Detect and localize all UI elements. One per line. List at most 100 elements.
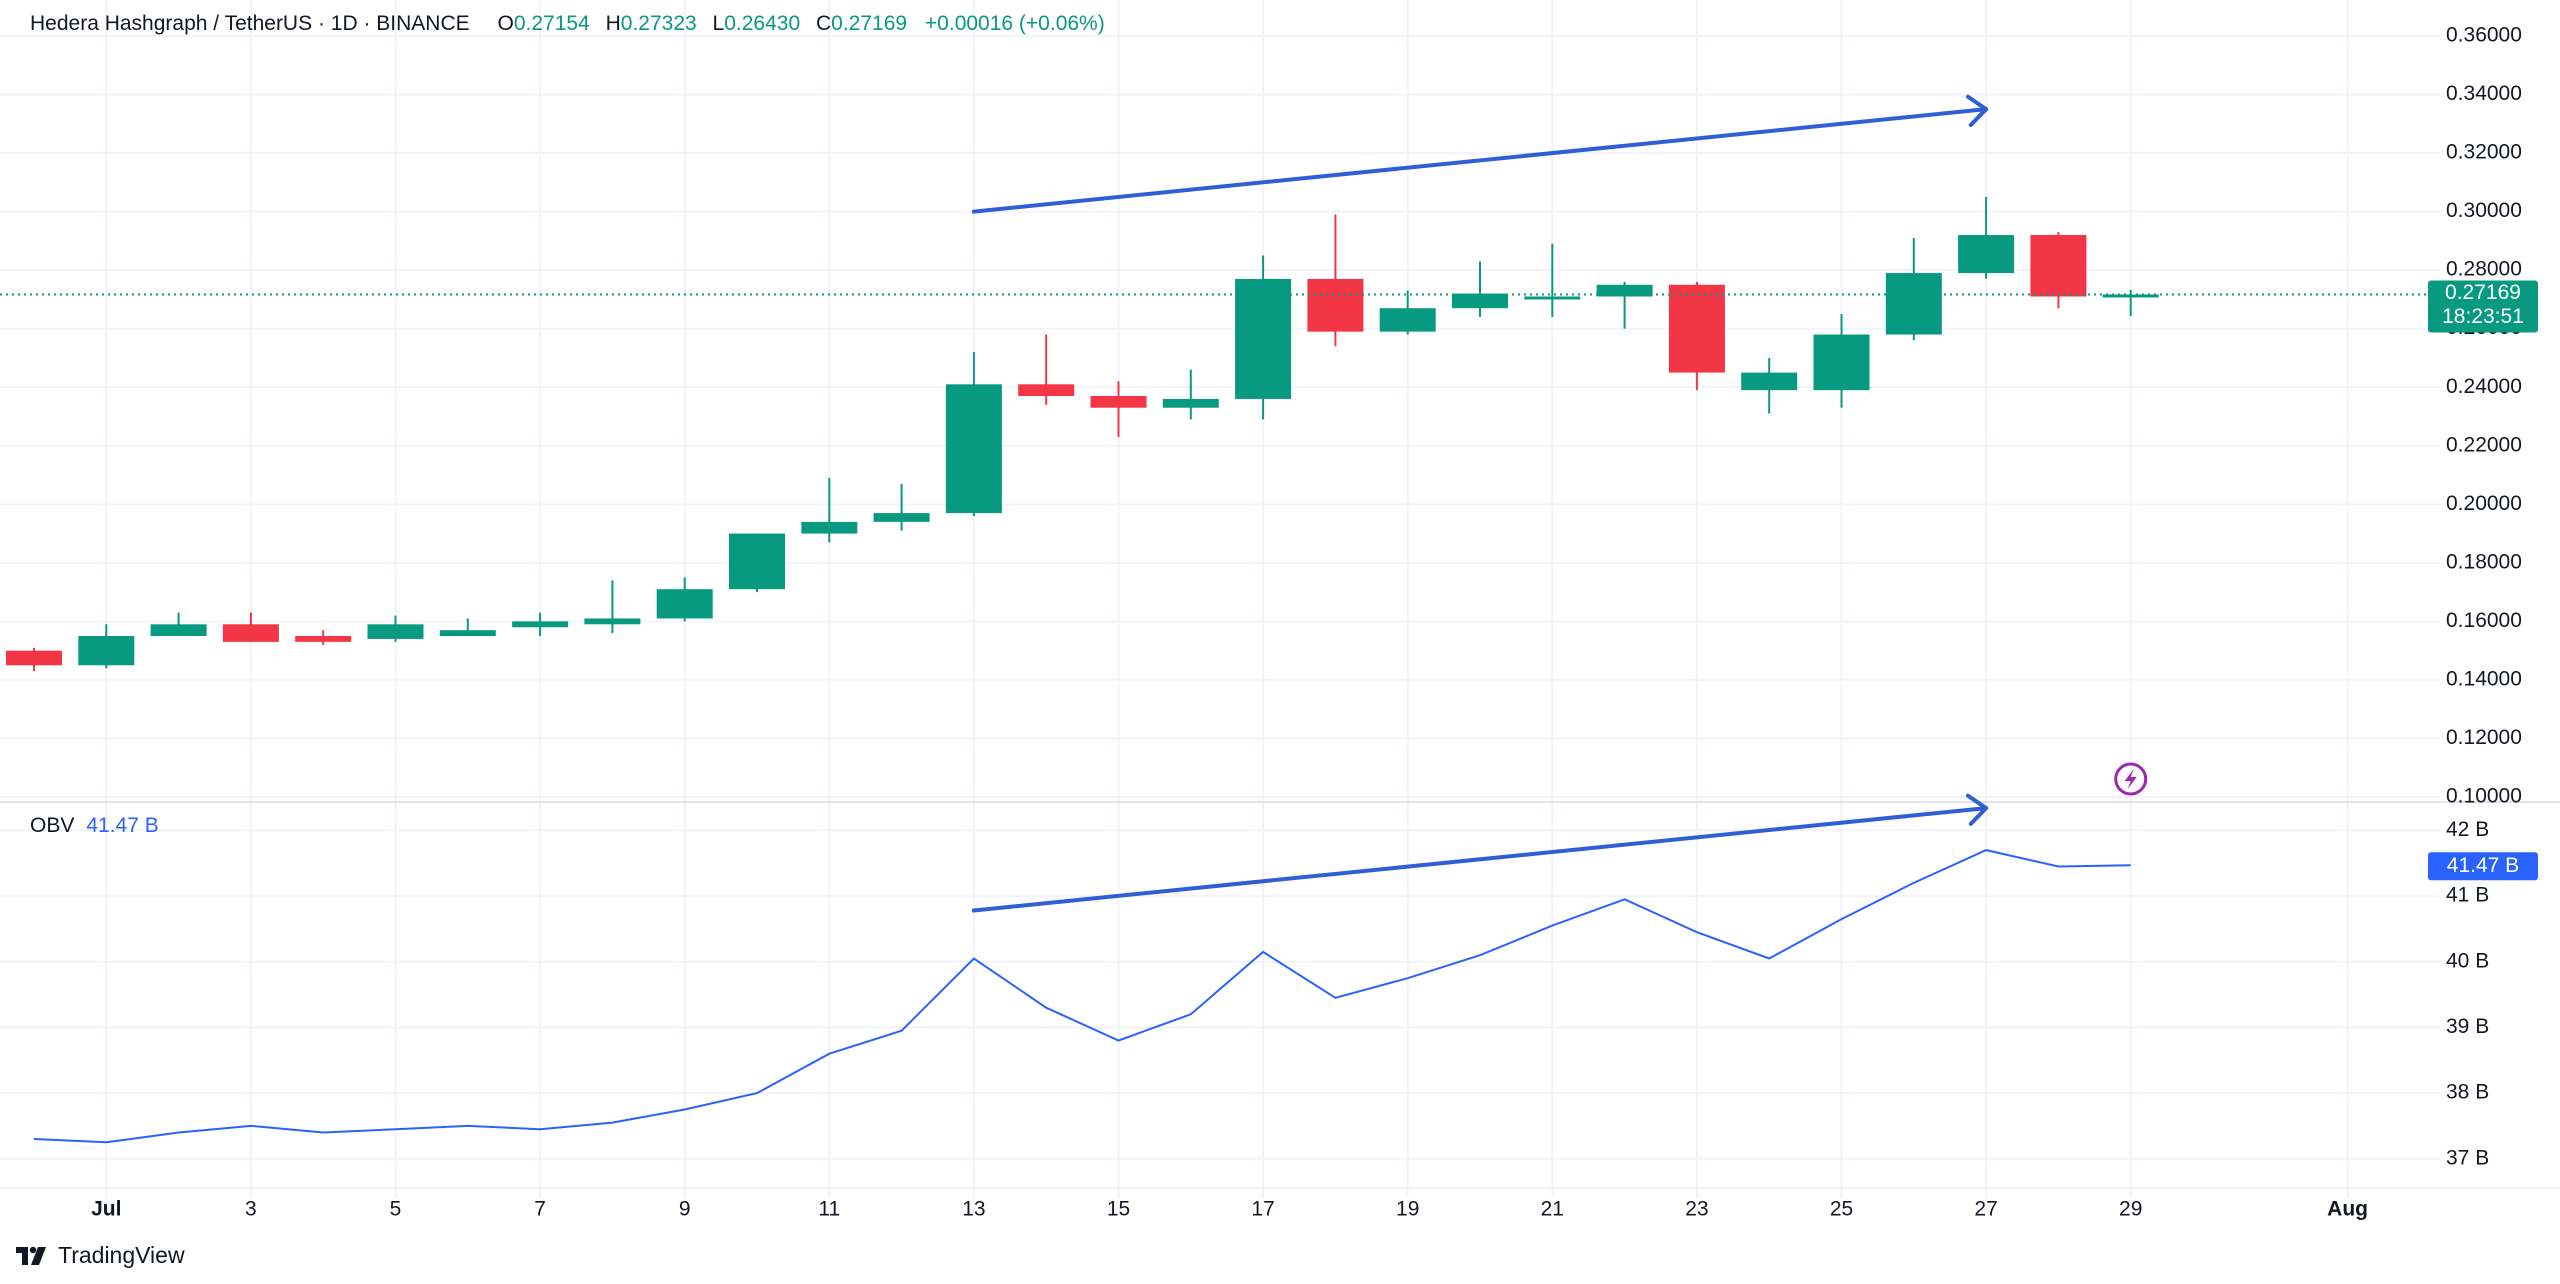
lightning-bolt-icon-glyph [2124, 769, 2137, 789]
obv-label[interactable]: OBV [30, 814, 75, 837]
price-axis-tick: 0.20000 [2446, 492, 2522, 515]
price-axis-tick: 0.10000 [2446, 785, 2522, 808]
candle-body [1379, 308, 1436, 332]
tradingview-brand[interactable]: TradingView [16, 1242, 185, 1269]
candle-body [1235, 278, 1292, 399]
last-price-badge [2428, 280, 2538, 333]
time-axis-tick: 3 [245, 1198, 257, 1221]
candle-body [1958, 235, 2015, 274]
obv-axis-tick: 40 B [2446, 949, 2489, 972]
candle-body [295, 636, 352, 642]
lightning-bolt-icon[interactable] [2114, 762, 2148, 796]
time-axis-tick: 17 [1251, 1198, 1274, 1221]
obv-axis-tick: 41 B [2446, 884, 2489, 907]
price-axis-tick: 0.18000 [2446, 550, 2522, 573]
candle-body [945, 384, 1002, 514]
candle-body [801, 521, 858, 534]
close-label: C [815, 12, 832, 35]
price-axis-tick: 0.12000 [2446, 726, 2522, 749]
time-axis-tick: 19 [1396, 1198, 1419, 1221]
change-value: +0.00016 (+0.06%) [924, 12, 1105, 35]
tradingview-logo-icon [16, 1246, 46, 1265]
candle-body [1596, 284, 1653, 297]
candle-body [1018, 384, 1075, 397]
candle-body [1524, 296, 1581, 300]
candle-body [1885, 273, 1942, 335]
last-price-value: 0.27169 [2445, 281, 2521, 304]
brand-name: TradingView [58, 1242, 185, 1268]
countdown-timer: 18:23:51 [2442, 305, 2524, 328]
candle-body [1162, 398, 1219, 408]
trend-lines[interactable] [971, 94, 1989, 913]
price-axis-tick: 0.16000 [2446, 609, 2522, 632]
obv-badge-value: 41.47 B [2447, 854, 2519, 877]
obv-axis-tick: 38 B [2446, 1081, 2489, 1104]
price-axis-tick: 0.32000 [2446, 141, 2522, 164]
price-trend-arrow-head [1965, 94, 1989, 127]
low-label: L [712, 12, 725, 35]
time-axis-tick: 21 [1541, 1198, 1564, 1221]
candle-body [1668, 284, 1725, 373]
price-axis-tick: 0.28000 [2446, 258, 2522, 281]
lightning-bolt-icon-ring [2114, 762, 2148, 796]
obv-legend-value: 41.47 B [86, 814, 159, 837]
axis-labels: 0.10000 0.12000 0.14000 0.16000 0.18000 0.200… [91, 24, 2522, 1221]
candle-body [150, 624, 207, 637]
symbol-header: Hedera Hashgraph / TetherUS · 1D · BINAN… [30, 12, 1105, 36]
obv-value-badge [2428, 852, 2538, 881]
candle-body [512, 621, 569, 628]
obv-trend-arrow-head [1965, 793, 1989, 826]
candle-body [584, 618, 641, 625]
candle-body [1307, 278, 1364, 332]
time-axis-tick: 13 [962, 1198, 985, 1221]
time-axis-tick: Jul [91, 1198, 121, 1221]
close-value: 0.27169 [831, 12, 908, 35]
symbol-title[interactable]: Hedera Hashgraph / TetherUS · 1D · BINAN… [30, 12, 470, 35]
candle-body [2102, 294, 2159, 298]
candle-body [367, 624, 424, 639]
open-label: O [497, 12, 514, 35]
price-axis-tick: 0.34000 [2446, 82, 2522, 105]
candle-body [439, 630, 496, 637]
time-axis-tick: 5 [390, 1198, 402, 1221]
obv-trend-arrow[interactable] [971, 806, 1989, 913]
price-axis-tick: 0.30000 [2446, 199, 2522, 222]
time-axis-tick: 15 [1107, 1198, 1130, 1221]
obv-series [33, 849, 2131, 1144]
time-axis-tick: 23 [1685, 1198, 1708, 1221]
price-trend-arrow[interactable] [971, 107, 1989, 214]
high-value: 0.27323 [620, 12, 697, 35]
price-series [0, 196, 2440, 672]
time-axis-tick: 27 [1974, 1198, 1997, 1221]
candle-body [729, 533, 785, 590]
price-axis-tick: 0.24000 [2446, 375, 2522, 398]
pane-dividers [0, 801, 2560, 1189]
high-label: H [605, 12, 621, 35]
candle-body [1813, 334, 1870, 391]
price-axis-tick: 0.22000 [2446, 433, 2522, 456]
price-axis-tick: 0.14000 [2446, 667, 2522, 690]
low-value: 0.26430 [724, 12, 801, 35]
time-axis-tick: Aug [2327, 1198, 2368, 1221]
time-axis-tick: 9 [679, 1198, 691, 1221]
obv-line [33, 849, 2131, 1144]
obv-axis-tick: 39 B [2446, 1015, 2489, 1038]
time-axis-tick: 25 [1830, 1198, 1853, 1221]
candle-body [1452, 293, 1508, 309]
candle-body [222, 624, 279, 642]
obv-axis-tick: 42 B [2446, 818, 2489, 841]
open-value: 0.27154 [513, 12, 590, 35]
time-axis-tick: 7 [534, 1198, 546, 1221]
grid [0, 0, 2440, 1198]
candle-body [1090, 396, 1147, 408]
obv-legend: OBV 41.47 B [30, 814, 159, 838]
time-axis-tick: 29 [2119, 1198, 2142, 1221]
time-axis-tick: 11 [818, 1198, 840, 1221]
obv-axis-tick: 37 B [2446, 1146, 2489, 1169]
candle-body [656, 589, 713, 619]
candle-body [2030, 235, 2087, 297]
candle-body [1741, 372, 1798, 391]
